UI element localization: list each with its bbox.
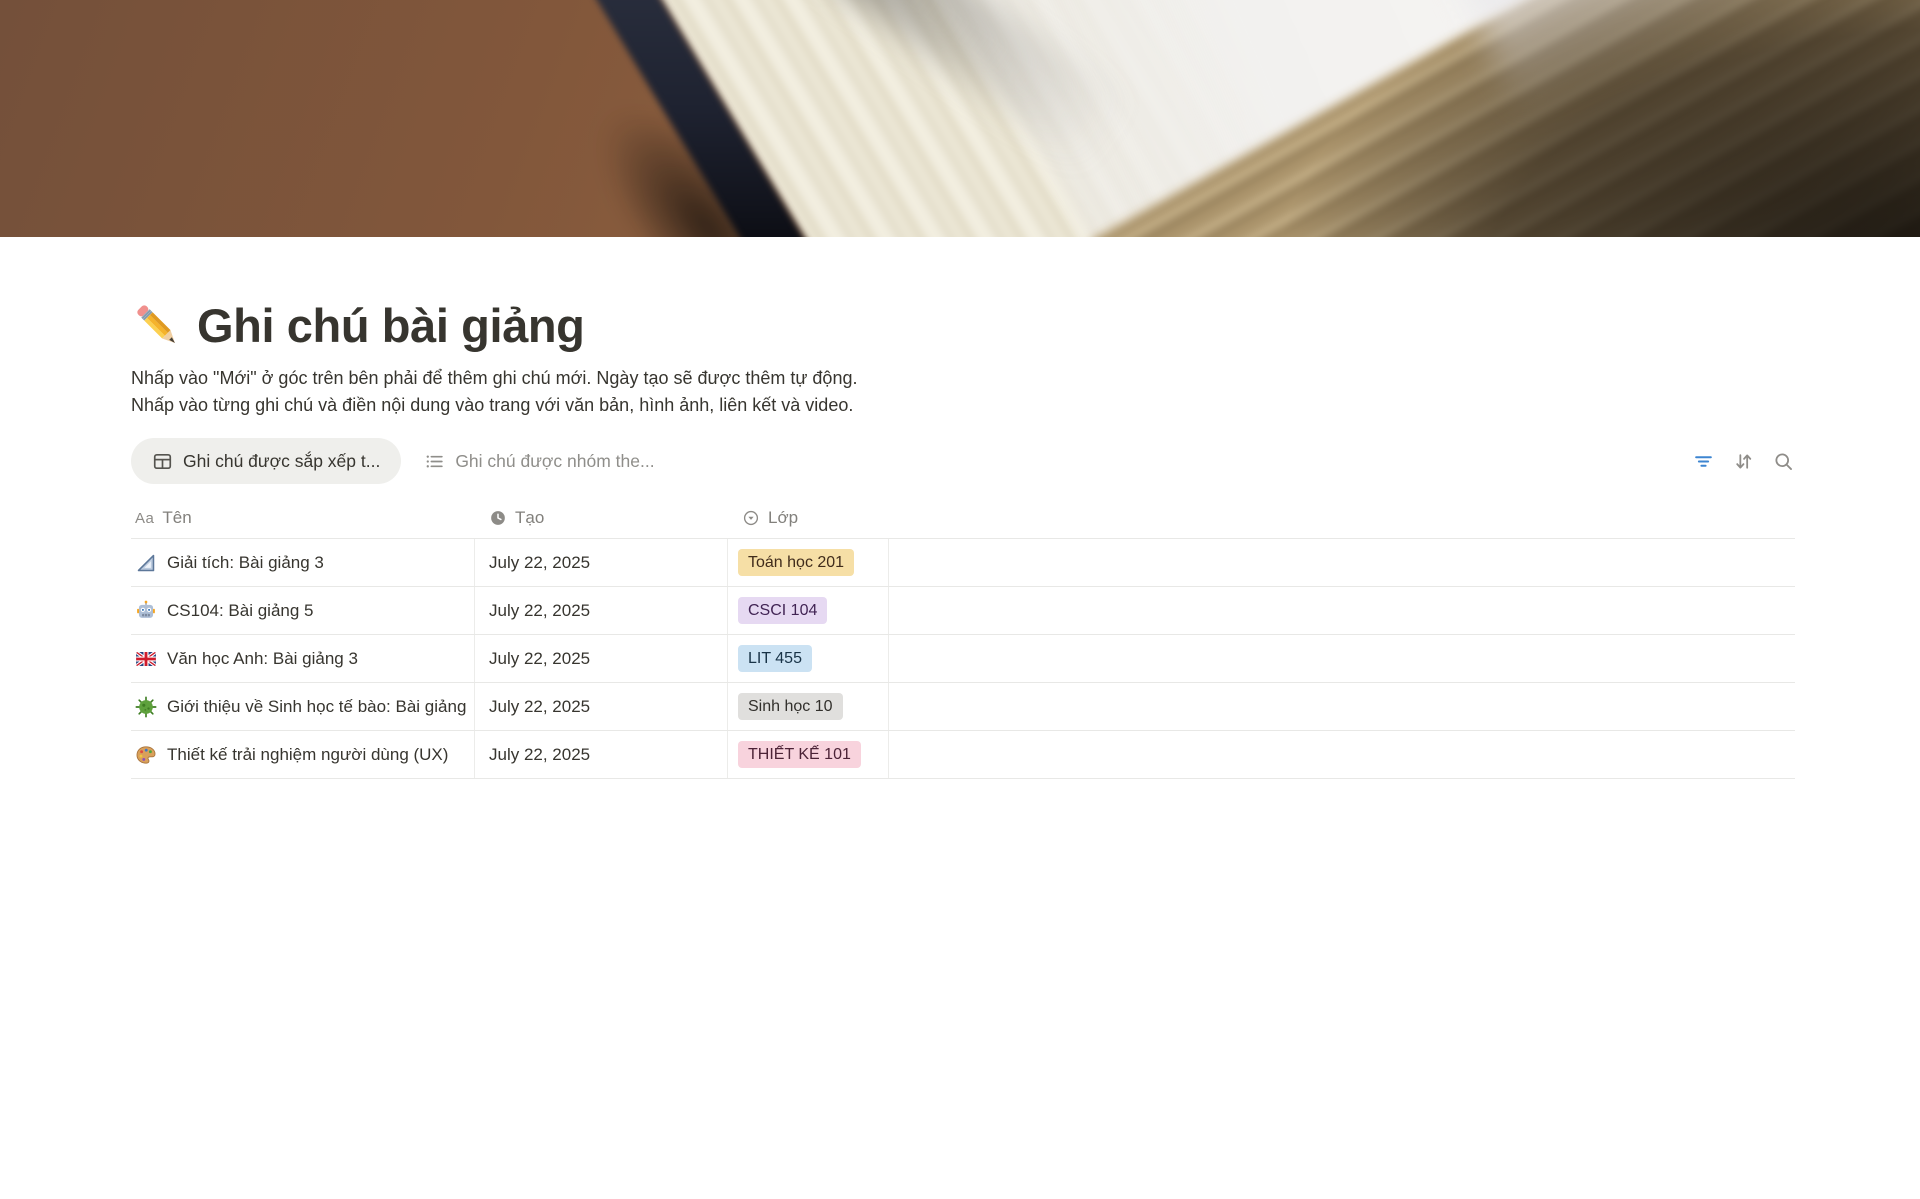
class-tag[interactable]: Sinh học 10 [738,693,843,720]
list-view-icon [426,455,444,467]
row-empty-cell [889,683,1795,730]
palette-icon [135,744,157,766]
view-tab-grouped-label: Ghi chú được nhóm the... [455,450,655,471]
table-row[interactable]: CS104: Bài giảng 5 July 22, 2025 CSCI 10… [131,587,1795,635]
class-tag[interactable]: THIẾT KẾ 101 [738,741,861,768]
row-empty-cell [889,539,1795,586]
triangular-ruler-icon [135,552,157,574]
note-title[interactable]: CS104: Bài giảng 5 [167,600,314,620]
column-header-created[interactable]: Tạo [475,508,728,528]
note-created-date[interactable]: July 22, 2025 [475,731,728,778]
table-row[interactable]: Giải tích: Bài giảng 3 July 22, 2025 Toá… [131,539,1795,587]
note-title[interactable]: Giới thiệu về Sinh học tế bào: Bài giảng [167,696,467,716]
row-empty-cell [889,587,1795,634]
page-title[interactable]: Ghi chú bài giảng [197,299,585,352]
class-tag[interactable]: LIT 455 [738,645,812,672]
column-header-class[interactable]: Lớp [728,508,889,528]
pencil-emoji-icon[interactable] [131,299,185,353]
column-label-name: Tên [162,508,192,527]
view-tab-grouped[interactable]: Ghi chú được nhóm the... [403,438,675,484]
view-tab-table-label: Ghi chú được sắp xếp t... [183,450,381,471]
text-icon: Aa [135,509,155,527]
table-row[interactable]: Thiết kế trải nghiệm người dùng (UX) Jul… [131,731,1795,779]
view-bar: Ghi chú được sắp xếp t... Ghi chú được n… [131,438,1795,484]
row-empty-cell [889,635,1795,682]
clock-icon [491,511,505,525]
microbe-icon [135,695,157,718]
cover-image[interactable] [0,0,1920,237]
table-view-icon [153,453,172,469]
view-tab-table[interactable]: Ghi chú được sắp xếp t... [131,438,402,484]
select-icon [743,510,759,526]
note-created-date[interactable]: July 22, 2025 [475,683,728,730]
sort-icon[interactable] [1731,449,1755,473]
table-row[interactable]: Giới thiệu về Sinh học tế bào: Bài giảng… [131,683,1795,731]
note-title[interactable]: Giải tích: Bài giảng 3 [167,552,324,572]
table-body: Giải tích: Bài giảng 3 July 22, 2025 Toá… [131,539,1795,779]
table-header-row: Aa Tên Tạo Lớp [131,498,1795,539]
note-title[interactable]: Văn học Anh: Bài giảng 3 [167,648,358,668]
page-header: Ghi chú bài giảng [131,299,1795,353]
cover-corner-shadow [0,0,1920,237]
note-created-date[interactable]: July 22, 2025 [475,587,728,634]
class-tag[interactable]: Toán học 201 [738,549,855,576]
search-icon[interactable] [1771,449,1795,473]
row-empty-cell [889,731,1795,778]
view-toolbar [1691,449,1795,473]
column-label-created: Tạo [515,508,545,527]
note-created-date[interactable]: July 22, 2025 [475,635,728,682]
page-description-line2[interactable]: Nhấp vào từng ghi chú và điền nội dung v… [131,395,854,415]
table-row[interactable]: Văn học Anh: Bài giảng 3 July 22, 2025 L… [131,635,1795,683]
notes-table: Aa Tên Tạo Lớp [131,498,1795,779]
uk-flag-icon [135,648,157,670]
column-label-class: Lớp [768,508,799,527]
note-title[interactable]: Thiết kế trải nghiệm người dùng (UX) [167,744,449,764]
class-tag[interactable]: CSCI 104 [738,597,828,624]
note-created-date[interactable]: July 22, 2025 [475,539,728,586]
filter-icon[interactable] [1691,449,1715,473]
page-description-line1[interactable]: Nhấp vào "Mới" ở góc trên bên phải để th… [131,368,858,388]
robot-icon [135,600,157,622]
column-header-name[interactable]: Aa Tên [131,508,475,528]
